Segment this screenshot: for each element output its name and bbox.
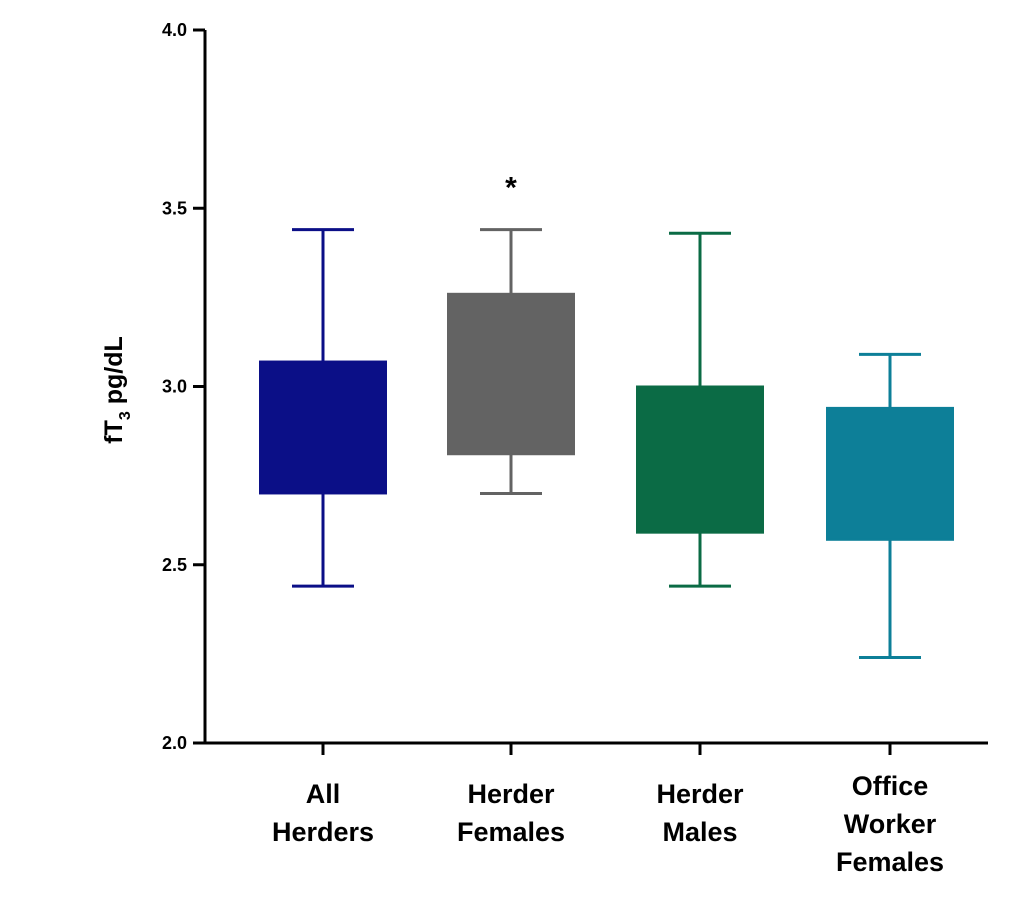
category-label: All [306,779,341,809]
y-tick-label: 3.0 [162,377,187,397]
category-label: Office [852,771,929,801]
category-label: Females [457,817,565,847]
category-label: Females [836,847,944,877]
category-label: Herder [467,779,555,809]
category-labels: All Herders Herder Females Herder Males Office… [272,771,944,877]
category-label: Herders [272,817,374,847]
category-label: Herder [656,779,744,809]
category-label: Males [662,817,737,847]
y-axis: 2.0 2.5 3.0 3.5 4.0 [162,20,207,753]
y-tick-label: 3.5 [162,198,187,218]
iqr-box [826,406,954,541]
category-label: Worker [844,809,937,839]
y-axis-label: fT3 pg/dL [100,336,134,444]
iqr-box [259,360,387,495]
y-tick-label: 2.0 [162,733,187,753]
significance-marker: * [505,172,517,205]
box-series-1: * [447,172,575,495]
x-axis [203,741,988,755]
iqr-box [636,385,764,534]
y-tick-label: 4.0 [162,20,187,40]
y-tick-label: 2.5 [162,555,187,575]
boxes: * [259,172,954,659]
box-series-3 [826,352,954,659]
box-series-2 [636,231,764,588]
box-series-0 [259,228,387,588]
iqr-box [447,292,575,456]
